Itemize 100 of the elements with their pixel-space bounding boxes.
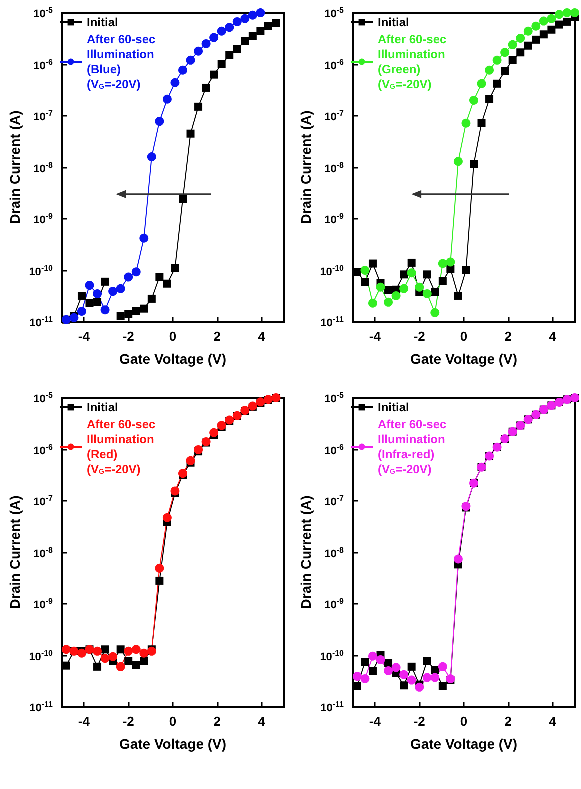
- x-tick-label: -2: [414, 714, 426, 729]
- point: [477, 79, 486, 88]
- point: [415, 282, 424, 292]
- point: [116, 662, 126, 672]
- point: [132, 268, 141, 277]
- point: [210, 70, 218, 79]
- point: [368, 298, 378, 308]
- point: [218, 60, 226, 68]
- point: [423, 657, 432, 666]
- point: [532, 36, 540, 44]
- point: [562, 8, 572, 18]
- point: [101, 278, 110, 286]
- point: [408, 258, 416, 267]
- y-tick-label: 10$^{-9}$: [34, 596, 53, 612]
- point: [124, 646, 134, 656]
- point: [431, 288, 440, 296]
- point: [539, 16, 548, 26]
- point: [492, 56, 502, 65]
- point: [352, 672, 362, 682]
- point: [162, 513, 172, 522]
- point: [77, 648, 86, 658]
- point: [248, 32, 257, 40]
- point: [101, 646, 110, 654]
- point: [202, 84, 210, 92]
- point: [124, 272, 134, 282]
- point: [360, 266, 370, 275]
- point: [132, 645, 141, 654]
- point: [384, 666, 394, 676]
- point: [376, 655, 386, 664]
- x-tick-label: 0: [169, 329, 177, 344]
- point: [155, 117, 164, 126]
- point: [256, 27, 265, 36]
- point: [446, 258, 456, 267]
- point: [470, 96, 478, 105]
- y-tick-label: 10$^{-9}$: [324, 596, 344, 612]
- point: [62, 662, 70, 670]
- point: [430, 673, 440, 682]
- y-axis-title: Drain Current (A): [298, 110, 314, 224]
- point: [524, 26, 533, 36]
- y-tick-label: 10$^{-11}$: [30, 314, 53, 330]
- point: [516, 48, 525, 57]
- point: [116, 646, 125, 654]
- point: [501, 67, 510, 76]
- y-tick-label: 10$^{-5}$: [324, 6, 344, 21]
- point: [400, 682, 408, 690]
- x-tick-label: 0: [460, 714, 468, 729]
- point: [454, 157, 463, 166]
- point: [217, 26, 226, 36]
- point: [147, 152, 156, 162]
- point: [423, 270, 432, 279]
- point: [353, 268, 362, 276]
- point: [438, 259, 448, 268]
- point: [162, 94, 172, 104]
- point: [210, 428, 219, 438]
- point: [148, 294, 156, 303]
- x-tick-label: 4: [549, 329, 558, 344]
- x-tick-label: -4: [78, 329, 91, 344]
- x-tick-label: 0: [169, 714, 177, 729]
- x-tick-label: -2: [122, 714, 134, 729]
- point: [94, 298, 102, 306]
- point: [462, 266, 470, 274]
- y-tick-label: 10$^{-5}$: [324, 390, 344, 406]
- point: [163, 280, 172, 288]
- point: [454, 292, 462, 300]
- point: [140, 234, 149, 243]
- point: [194, 46, 204, 56]
- point: [438, 662, 448, 672]
- point: [392, 291, 401, 300]
- y-tick-label: 10$^{-9}$: [34, 212, 53, 227]
- y-tick-label: 10$^{-9}$: [324, 212, 344, 227]
- x-tick-label: -4: [369, 714, 382, 729]
- point: [256, 8, 266, 18]
- point: [368, 652, 378, 661]
- point: [384, 286, 393, 294]
- y-tick-label: 10$^{-10}$: [320, 648, 344, 664]
- point: [361, 658, 370, 666]
- y-tick-label: 10$^{-8}$: [324, 160, 344, 176]
- x-tick-label: 2: [214, 329, 222, 344]
- point: [194, 102, 203, 111]
- legend-label: Initial: [378, 16, 410, 30]
- point: [78, 292, 86, 300]
- point: [264, 22, 272, 30]
- x-tick-label: 4: [258, 714, 266, 729]
- point: [178, 66, 188, 75]
- point: [156, 273, 164, 282]
- x-axis-title: Gate Voltage (V): [119, 351, 227, 367]
- y-tick-label: 10$^{-11}$: [320, 700, 344, 715]
- y-tick-label: 10$^{-7}$: [324, 494, 344, 509]
- point: [563, 18, 572, 26]
- point: [132, 307, 140, 316]
- y-tick-label: 10$^{-11}$: [320, 314, 344, 330]
- point: [361, 278, 370, 286]
- point: [170, 486, 180, 496]
- x-tick-label: 0: [460, 329, 468, 344]
- point: [140, 657, 148, 666]
- point: [400, 670, 409, 680]
- point: [232, 17, 242, 26]
- point: [368, 260, 377, 268]
- point: [454, 554, 463, 564]
- x-tick-label: 2: [504, 714, 512, 729]
